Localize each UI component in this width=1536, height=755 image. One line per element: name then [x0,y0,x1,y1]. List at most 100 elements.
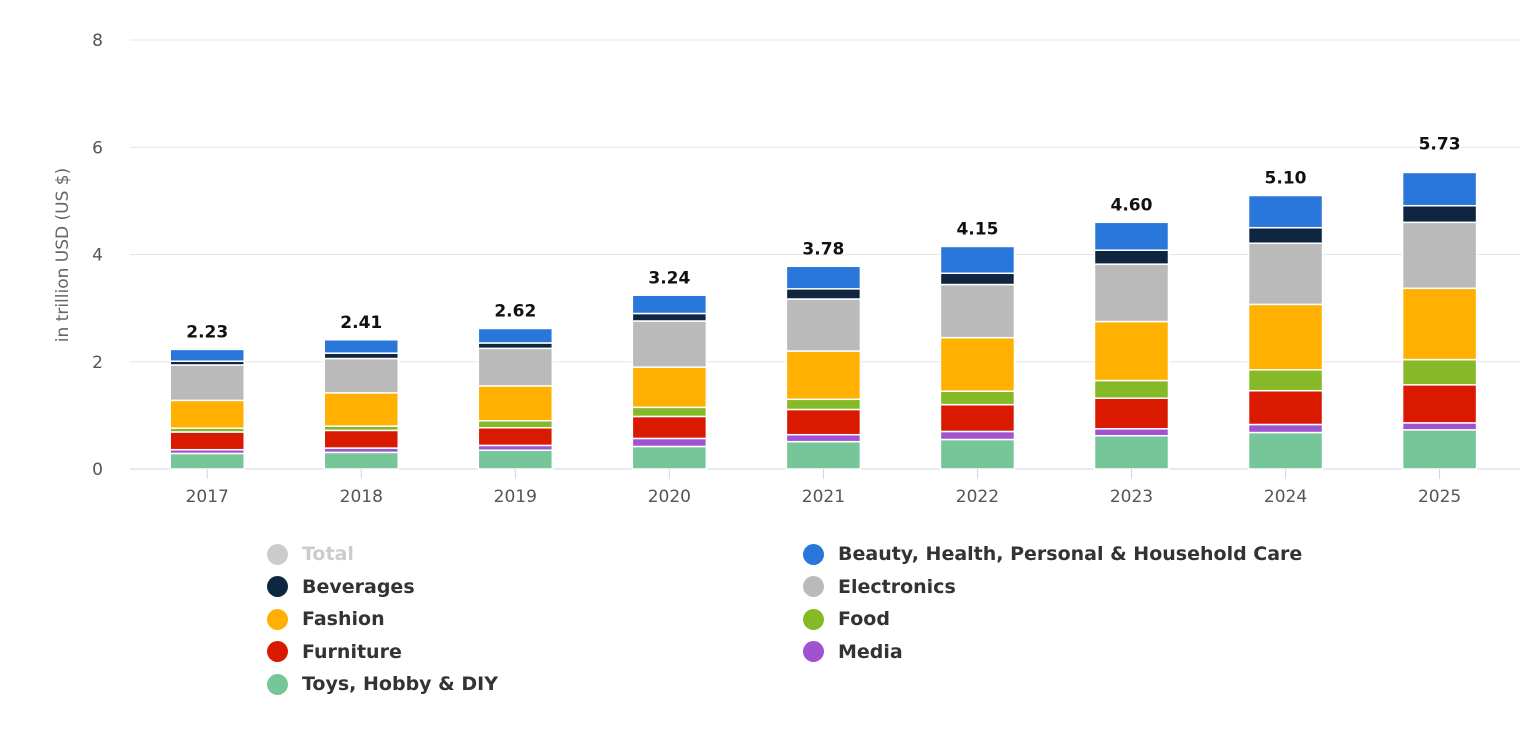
bar-segment[interactable] [477,449,554,470]
bar-segment[interactable] [939,336,1016,392]
bar-segment[interactable] [1401,221,1478,290]
legend-item[interactable]: Media [803,641,903,663]
bar-segment[interactable] [631,312,708,322]
bar-segment[interactable] [1093,221,1170,251]
legend-marker-icon [267,673,288,695]
bar-segment[interactable] [785,298,862,352]
bar-segment[interactable] [785,398,862,411]
legend-label: Electronics [838,575,956,598]
x-tick-label: 2019 [494,487,537,507]
legend-label: Total [302,543,354,565]
bar-segment[interactable] [169,364,245,402]
bar-segment[interactable] [169,452,245,470]
bar-segment[interactable] [477,327,554,344]
bar-segment[interactable] [939,272,1016,286]
x-tick-label: 2020 [648,487,691,507]
bar-segment[interactable] [631,415,708,440]
bar-segment[interactable] [477,342,554,350]
legend-label: Toys, Hobby & DIY [302,673,498,695]
bar-segment[interactable] [323,429,400,449]
legend-item[interactable]: Food [803,608,890,630]
legend-marker-icon [267,608,288,630]
x-tick-label: 2017 [186,487,229,507]
y-axis-label: in trillion USD (US $) [53,168,73,342]
legend-item[interactable]: Beverages [267,576,415,598]
legend-item[interactable]: Fashion [267,608,385,630]
legend-item[interactable]: Toys, Hobby & DIY [267,673,498,695]
bar-segment[interactable] [785,288,862,300]
bar-segment[interactable] [169,431,245,451]
bar-segment[interactable] [785,350,862,401]
bar-segment[interactable] [323,339,400,354]
bar-segment[interactable] [1247,369,1324,392]
bar-segment[interactable] [1247,389,1324,426]
bar-segment[interactable] [1247,303,1324,371]
bar-segment[interactable] [785,440,862,470]
bar-segment[interactable] [169,399,245,429]
bar-segment[interactable] [785,408,862,436]
bar-segment[interactable] [477,419,554,429]
bar-segment[interactable] [1401,171,1478,207]
bar-segment[interactable] [323,357,400,394]
bar-segment[interactable] [169,348,245,362]
y-tick-label: 4 [92,246,103,266]
bar-segment[interactable] [323,352,400,360]
bar-segment[interactable] [939,390,1016,406]
bar-segment[interactable] [477,385,554,422]
legend-label: Furniture [302,640,402,663]
data-labels: 2.23 2.41 2.62 3.24 3.78 4.15 4.60 5.10 5.73 [186,135,1460,343]
bar-segment[interactable] [785,433,862,443]
bar-segment[interactable] [323,451,400,470]
bar-segment[interactable] [1093,320,1170,382]
legend-item[interactable]: Beauty, Health, Personal & Household Car… [803,543,1302,565]
bar-segment[interactable] [785,265,862,290]
bar-segment[interactable] [1247,242,1324,306]
legend-marker-icon [803,543,824,565]
legend-item[interactable]: Total [267,543,354,565]
bar-segment[interactable] [939,430,1016,441]
bar-segment[interactable] [1401,422,1478,431]
legend-marker-icon [267,576,288,597]
bar-segment[interactable] [1093,397,1170,430]
legend-marker-icon [803,576,824,597]
total-data-label: 3.24 [648,268,690,288]
bar-segment[interactable] [323,392,400,427]
bar-segment[interactable] [1247,194,1324,229]
legend-label: Beverages [302,575,415,598]
bar-segment[interactable] [1093,249,1170,265]
bar-segment[interactable] [1093,435,1170,470]
bar-segment[interactable] [631,366,708,409]
bar-segment[interactable] [1401,358,1478,386]
bar-segment[interactable] [1093,263,1170,323]
bar-segment[interactable] [1401,384,1478,424]
legend-label: Food [838,608,890,630]
bar-segment[interactable] [631,320,708,368]
bar-segment[interactable] [631,294,708,315]
total-data-label: 2.62 [494,302,536,322]
bar-segment[interactable] [631,406,708,418]
bar-segment[interactable] [939,283,1016,339]
legend-item[interactable]: Electronics [803,576,956,598]
bar-segment[interactable] [477,347,554,387]
bar-segment[interactable] [1401,287,1478,361]
y-tick-label: 8 [92,31,103,51]
bar-segment[interactable] [1247,431,1324,470]
total-data-label: 3.78 [802,239,844,259]
bar-segment[interactable] [1093,428,1170,437]
bar-segment[interactable] [1247,423,1324,434]
bar-segment[interactable] [1247,226,1324,244]
bar-segment[interactable] [1401,204,1478,224]
bar-segment[interactable] [477,426,554,447]
bar-segment[interactable] [631,445,708,470]
bar-segment[interactable] [939,438,1016,470]
bar-segment[interactable] [939,245,1016,275]
total-data-label: 2.41 [340,313,382,333]
bar-segment[interactable] [1093,379,1170,399]
bar-segment[interactable] [631,437,708,448]
x-tick-label: 2018 [340,487,383,507]
bar-segment[interactable] [1401,429,1478,470]
legend-item[interactable]: Furniture [267,641,402,663]
x-tick-label: 2022 [956,487,999,507]
bar-segment[interactable] [939,403,1016,433]
y-axis-ticks: 0 2 4 6 8 [92,31,103,480]
